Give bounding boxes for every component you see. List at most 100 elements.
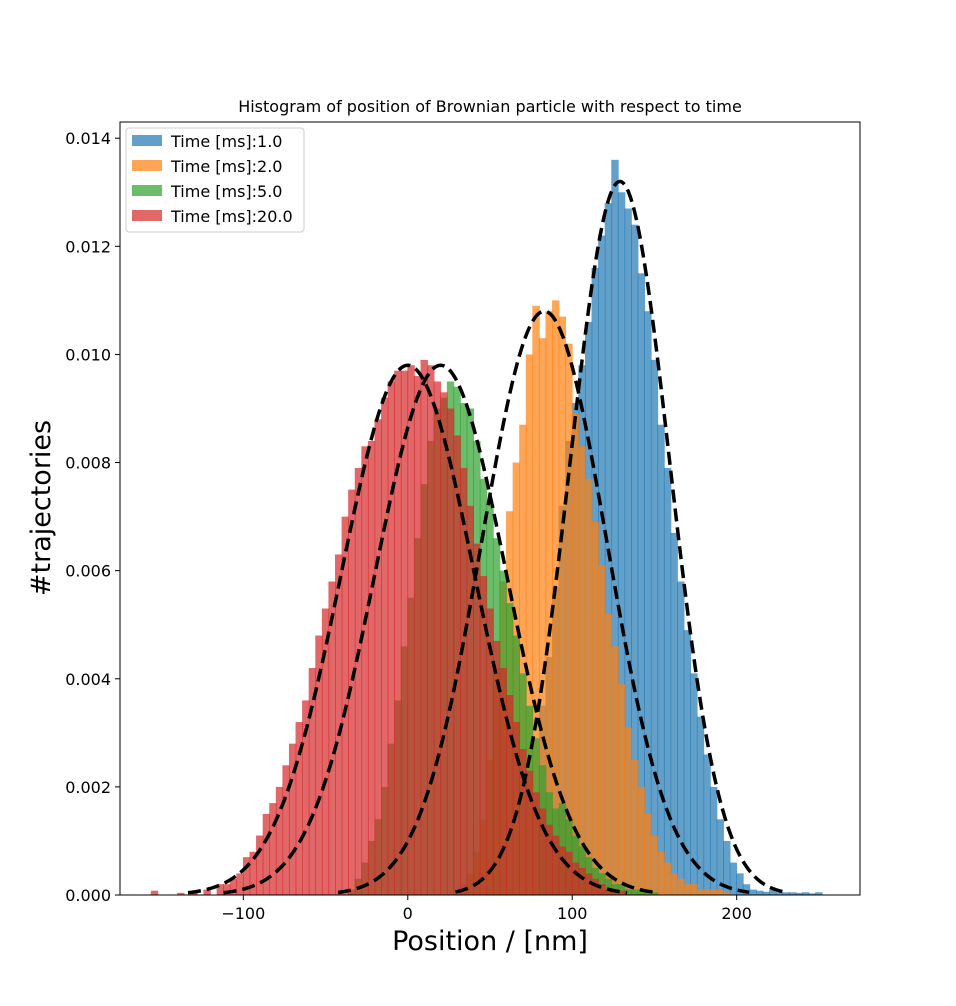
bar (223, 884, 231, 895)
bar (249, 851, 257, 895)
bar (769, 889, 777, 895)
bar (387, 381, 396, 896)
bar (808, 893, 817, 895)
bar (703, 754, 711, 895)
bar (558, 316, 567, 896)
bar (749, 889, 757, 895)
fit-curve-1 (455, 179, 784, 894)
bar (637, 889, 645, 895)
bar (459, 467, 468, 895)
bar (374, 419, 382, 895)
y-tick-label: 0.006 (65, 562, 111, 581)
bar (637, 786, 645, 895)
x-tick-label: 200 (721, 904, 752, 923)
bar (657, 851, 665, 895)
bar (742, 884, 751, 895)
bar (203, 889, 211, 895)
plot-frame (119, 121, 861, 896)
bar (571, 862, 580, 895)
bar (670, 873, 678, 895)
y-axis-label: #trajectories (26, 420, 57, 596)
bar (690, 884, 698, 895)
bar-series-4 (150, 359, 626, 896)
bar (683, 884, 692, 895)
bar (650, 892, 659, 895)
bar (558, 846, 567, 895)
y-tick-label: 0.004 (65, 670, 111, 689)
bar (400, 370, 409, 895)
bar (473, 543, 481, 895)
bar (802, 892, 810, 895)
bar (631, 224, 639, 895)
bar (795, 892, 803, 895)
fit-curve-3 (223, 363, 658, 895)
legend: Time [ms]:1.0 Time [ms]:2.0 Time [ms]:5.0 T… (125, 127, 305, 233)
y-tick-label: 0.012 (65, 237, 111, 256)
bar (367, 440, 376, 895)
bar (591, 522, 599, 895)
bar (696, 889, 705, 895)
bar (486, 608, 494, 895)
bar (565, 851, 573, 895)
legend-swatch-3 (132, 185, 162, 196)
bar (479, 576, 488, 895)
bar (624, 727, 632, 895)
bar (321, 608, 330, 895)
bar (525, 770, 534, 895)
bar (631, 759, 639, 895)
bar (216, 884, 225, 895)
bar (269, 803, 277, 895)
bar (650, 359, 659, 896)
bar (775, 892, 784, 895)
bar (242, 857, 251, 895)
bar (552, 300, 560, 895)
fit-curves-layer (187, 179, 784, 895)
bar (512, 722, 521, 895)
bar (262, 813, 271, 895)
bar (335, 554, 343, 895)
x-tick-label: 100 (557, 904, 588, 923)
x-tick-label: −100 (221, 904, 265, 923)
bar (644, 311, 652, 895)
legend-label-1: Time [ms]:1.0 (170, 132, 282, 151)
bar (295, 722, 303, 895)
bar (670, 532, 678, 895)
bar (499, 667, 507, 895)
bar (525, 354, 534, 895)
bar (723, 840, 731, 895)
bar (545, 824, 553, 895)
bar (644, 813, 652, 895)
bar (545, 311, 553, 895)
bar (446, 408, 455, 895)
bar (637, 273, 645, 895)
bar (578, 446, 586, 895)
bar (716, 889, 724, 895)
x-axis-label: Position / [nm] (392, 926, 588, 957)
bar (584, 478, 593, 895)
bar (453, 435, 461, 895)
ticks-layer: −100 0 100 200 0.000 0.002 0.004 0.006 0.008 0.01… (65, 129, 752, 923)
legend-label-2: Time [ms]:2.0 (170, 157, 282, 176)
bar (492, 640, 501, 895)
bar (690, 673, 698, 895)
bar (427, 365, 435, 895)
bar (315, 635, 323, 895)
bar (611, 646, 619, 895)
bar (288, 743, 297, 895)
bar (433, 381, 442, 896)
legend-swatch-1 (132, 135, 162, 146)
y-tick-label: 0.002 (65, 778, 111, 797)
bar (584, 873, 593, 895)
bar (663, 862, 672, 895)
bar (420, 359, 428, 896)
bar (598, 565, 606, 895)
legend-swatch-4 (132, 210, 162, 221)
bar (657, 424, 665, 895)
fit-curve-2 (337, 309, 750, 895)
bar (440, 392, 448, 895)
y-tick-label: 0.008 (65, 454, 111, 473)
chart-title: Histogram of position of Brownian partic… (238, 97, 742, 116)
bar (302, 700, 310, 895)
bars-layer (150, 159, 823, 896)
y-tick-label: 0.000 (65, 886, 111, 905)
